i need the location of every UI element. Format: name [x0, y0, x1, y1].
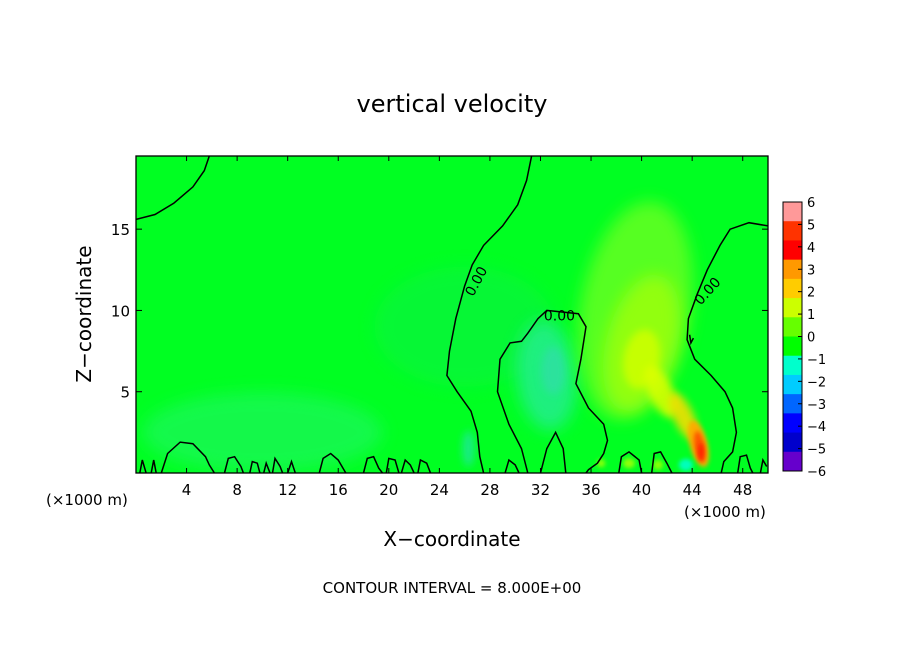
plot-area: 0.000.000.00 [135, 155, 769, 474]
colorbar-swatch [783, 413, 802, 434]
zero-contour [539, 430, 567, 473]
x-axis: 4 8 12 16 20 24 28 32 36 40 44 48 [182, 156, 752, 499]
downdraft-shading [462, 430, 475, 467]
x-axis-title: X−coordinate [383, 527, 520, 551]
surface-shading [622, 458, 635, 469]
colorbar-tick-label: 4 [807, 241, 815, 256]
surface-contour [736, 454, 754, 473]
colorbar-swatch [783, 394, 802, 414]
colorbar-tick-label: 2 [807, 286, 815, 301]
surface-contour [318, 452, 347, 473]
zero-contour [496, 309, 609, 473]
y-tick-label: 15 [111, 221, 130, 239]
y-tick-label: 5 [120, 384, 130, 402]
colorbar-swatch [783, 259, 802, 280]
colorbar-swatch [783, 374, 802, 395]
y-tick-label: 10 [111, 302, 130, 320]
colorbar-swatch [783, 432, 802, 453]
zero-contour [688, 334, 695, 346]
colorbar-tick-label: −5 [807, 443, 826, 458]
colorbar-swatch [783, 355, 802, 376]
colorbar-tick-label: −3 [807, 398, 826, 413]
x-unit-label-left: (×1000 m) [46, 491, 128, 509]
zero-contour [446, 156, 533, 473]
surface-contour [618, 450, 643, 473]
surface-contour [249, 460, 261, 473]
zero-contour [136, 156, 211, 221]
colorbar-tick-label: 1 [807, 308, 815, 323]
x-tick-label: 48 [733, 481, 752, 499]
surface-contour [400, 458, 415, 473]
colorbar-swatch [783, 336, 802, 357]
surface-contour [650, 451, 673, 473]
colorbar-tick-label: 0 [807, 331, 815, 346]
x-tick-label: 4 [182, 481, 192, 499]
colorbar-swatch [783, 317, 802, 337]
surface-contour [139, 459, 147, 473]
x-tick-label: 36 [581, 481, 600, 499]
x-tick-label: 28 [480, 481, 499, 499]
y-axis-title: Z−coordinate [72, 245, 96, 382]
surface-contour [385, 457, 400, 473]
x-tick-label: 16 [329, 481, 348, 499]
colorbar: 6 5 4 3 2 1 0 −1 −2 −3 −4 −5 −6 [782, 196, 826, 480]
colorbar-swatch [783, 298, 802, 318]
contour-label: 0.00 [544, 308, 575, 324]
surface-contour [417, 458, 432, 473]
field-shading [374, 266, 555, 387]
velocity-field [142, 201, 710, 473]
surface-contour [262, 460, 271, 473]
surface-contour [759, 457, 768, 473]
surface-downdraft-shading [678, 458, 693, 471]
colorbar-tick-label: 6 [807, 196, 815, 211]
colorbar-tick-label: −2 [807, 375, 826, 390]
colorbar-swatch [783, 221, 802, 241]
colorbar-tick-label: −6 [807, 465, 826, 480]
colorbar-swatch [783, 240, 802, 261]
colorbar-swatch [783, 451, 802, 472]
x-tick-label: 24 [430, 481, 449, 499]
x-tick-label: 8 [232, 481, 242, 499]
x-tick-label: 40 [632, 481, 651, 499]
updraft-shading [644, 365, 677, 418]
surface-contour [271, 456, 284, 473]
surface-contour [286, 459, 297, 473]
surface-contour [362, 455, 384, 473]
surface-contour [160, 441, 216, 473]
x-tick-label: 44 [683, 481, 702, 499]
surface-contour [504, 458, 520, 473]
surface-contour [150, 459, 157, 473]
y-axis: 5 10 15 [111, 221, 768, 402]
downdraft-shading [541, 346, 566, 395]
x-tick-label: 32 [531, 481, 550, 499]
contour-interval-note: CONTOUR INTERVAL = 8.000E+00 [323, 579, 582, 597]
plot-frame [135, 155, 769, 474]
updraft-core-shading [698, 442, 705, 461]
x-tick-label: 20 [379, 481, 398, 499]
colorbar-swatch [783, 202, 802, 222]
colorbar-swatch [783, 278, 802, 299]
zero-contour [686, 221, 768, 473]
colorbar-tick-label: 3 [807, 263, 815, 278]
colorbar-tick-label: −4 [807, 420, 826, 435]
field-shading [142, 392, 383, 473]
surface-shading [653, 459, 664, 470]
surface-contour [223, 455, 245, 473]
x-unit-label-right: (×1000 m) [684, 503, 766, 521]
colorbar-tick-label: 5 [807, 218, 815, 233]
colorbar-tick-label: −1 [807, 353, 826, 368]
x-tick-label: 12 [278, 481, 297, 499]
chart-title: vertical velocity [357, 90, 548, 118]
